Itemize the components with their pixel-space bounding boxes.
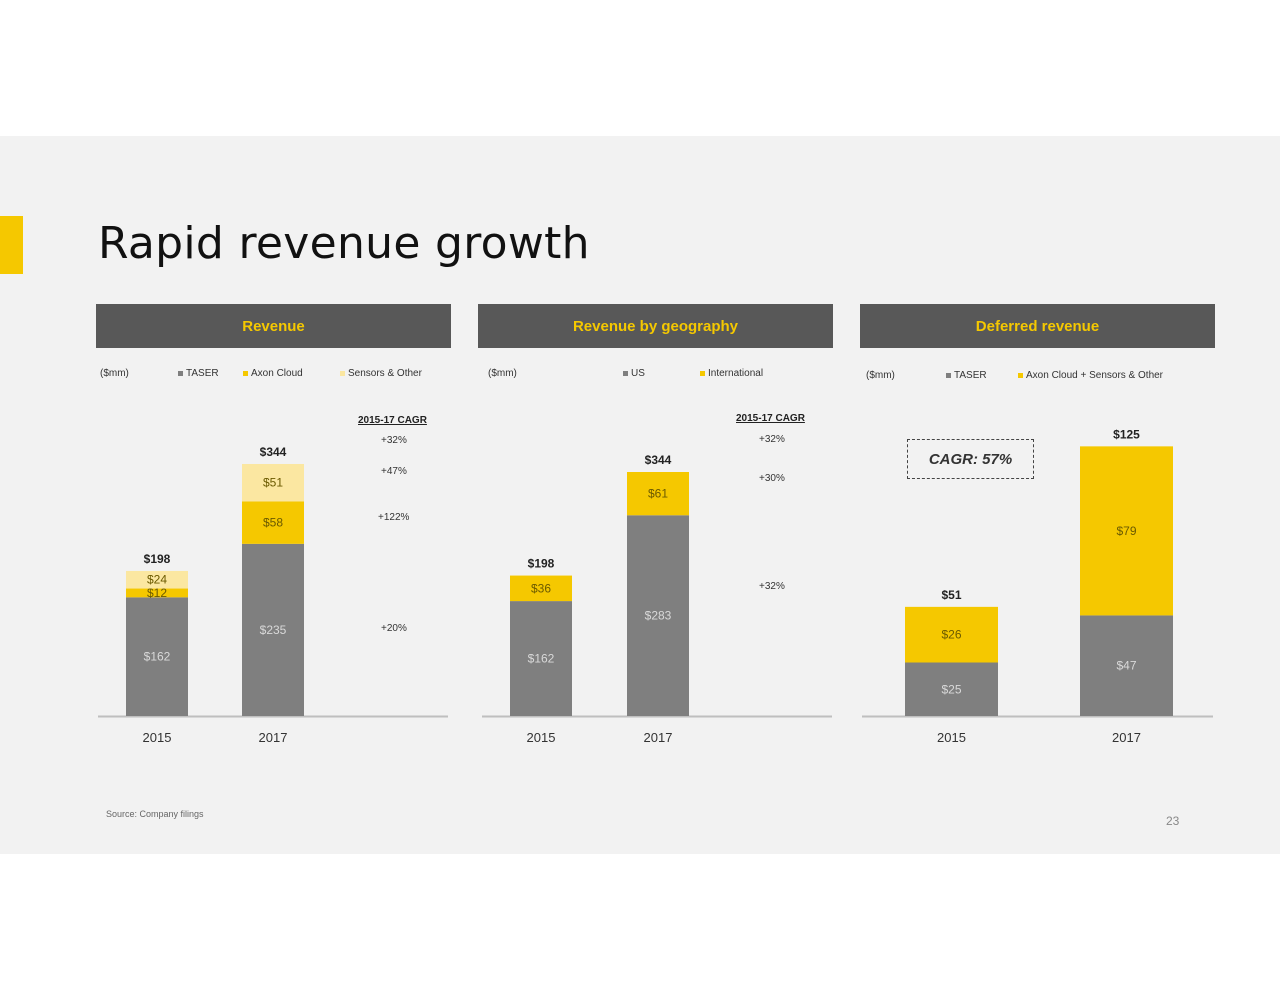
unit-label: ($mm): [100, 368, 129, 379]
unit-label: ($mm): [488, 368, 517, 379]
bar-segment: [627, 515, 689, 716]
legend-item: Axon Cloud: [243, 368, 303, 379]
legend-item: Sensors & Other: [340, 368, 422, 379]
cagr-value: +32%: [759, 434, 785, 445]
bar-segment: [905, 662, 998, 716]
bar-segment: [126, 597, 188, 716]
data-label: $235: [260, 623, 287, 637]
bar-segment: [510, 575, 572, 602]
total-label: $125: [1113, 427, 1140, 441]
data-label: $26: [941, 628, 961, 642]
total-label: $198: [144, 552, 171, 566]
x-tick-label: 2017: [644, 730, 673, 745]
cagr-header: 2015-17 CAGR: [358, 415, 427, 426]
unit-label: ($mm): [866, 370, 895, 381]
accent-bar: [0, 216, 23, 274]
data-label: $79: [1116, 524, 1136, 538]
cagr-value: +30%: [759, 473, 785, 484]
cagr-box: CAGR: 57%: [907, 439, 1034, 479]
cagr-header: 2015-17 CAGR: [736, 413, 805, 424]
bar-segment: [1080, 615, 1173, 716]
legend-item: International: [700, 368, 763, 379]
panel-header-revenue: Revenue: [96, 304, 451, 348]
data-label: $162: [528, 652, 555, 666]
bar-segment: [242, 501, 304, 544]
bar-segment: [905, 606, 998, 663]
legend-item: US: [623, 368, 645, 379]
bar-segment: [126, 570, 188, 589]
bar-segment: [510, 601, 572, 716]
bar-segment: [242, 463, 304, 502]
total-label: $344: [260, 445, 287, 459]
data-label: $51: [263, 476, 283, 490]
data-label: $47: [1116, 659, 1136, 673]
source-note: Source: Company filings: [106, 809, 204, 819]
x-tick-label: 2015: [527, 730, 556, 745]
x-tick-label: 2017: [1112, 730, 1141, 745]
cagr-value: +32%: [759, 581, 785, 592]
panel-header-geography: Revenue by geography: [478, 304, 833, 348]
data-label: $24: [147, 573, 167, 587]
x-tick-label: 2015: [143, 730, 172, 745]
x-tick-label: 2017: [259, 730, 288, 745]
cagr-value: +32%: [381, 435, 407, 446]
page-title: Rapid revenue growth: [98, 218, 590, 269]
panel-header-deferred: Deferred revenue: [860, 304, 1215, 348]
data-label: $162: [144, 650, 171, 664]
bar-segment: [242, 543, 304, 716]
cagr-value: +20%: [381, 623, 407, 634]
total-label: $51: [941, 588, 961, 602]
x-tick-label: 2015: [937, 730, 966, 745]
legend-item: TASER: [178, 368, 219, 379]
total-label: $198: [528, 557, 555, 571]
data-label: $12: [147, 586, 167, 600]
bar-segment: [1080, 446, 1173, 616]
bar-segment: [126, 588, 188, 598]
cagr-value: +47%: [381, 466, 407, 477]
page-number: 23: [1166, 814, 1180, 828]
bar-segment: [627, 472, 689, 516]
legend-item: Axon Cloud + Sensors & Other: [1018, 370, 1163, 381]
data-label: $58: [263, 516, 283, 530]
cagr-value: +122%: [378, 512, 410, 523]
legend-item: TASER: [946, 370, 987, 381]
data-label: $61: [648, 487, 668, 501]
total-label: $344: [645, 453, 672, 467]
data-label: $36: [531, 581, 551, 595]
data-label: $283: [645, 609, 672, 623]
slide: Rapid revenue growth Revenue Revenue by …: [0, 136, 1280, 854]
data-label: $25: [941, 682, 961, 696]
